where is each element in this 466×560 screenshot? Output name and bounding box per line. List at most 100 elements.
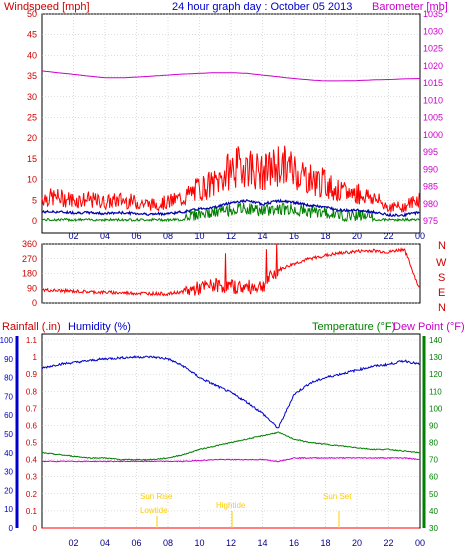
dir-y-tick-0: 0 [32, 298, 37, 308]
temp-y-tick-0: 30 [429, 524, 438, 533]
wind-direction-line [41, 243, 420, 297]
sunrise-annotation: Sun Rise [140, 492, 173, 501]
baro-y-tick-5: 1000 [423, 130, 443, 140]
baro-y-tick-9: 1020 [423, 61, 443, 71]
x-tick-lower-6: 14 [257, 538, 267, 548]
temp-y-tick-11: 140 [429, 336, 443, 345]
temp-y-tick-4: 70 [429, 456, 438, 465]
rain-y-tick-0: 0 [33, 524, 38, 533]
x-tick-wind-2: 06 [131, 231, 141, 241]
humidity-y-tick-3: 30 [4, 468, 13, 477]
humidity-y-tick-10: 100 [0, 336, 14, 345]
baro-y-tick-10: 1025 [423, 44, 443, 54]
wind-average-line [41, 198, 420, 218]
x-tick-wind-7: 16 [289, 231, 299, 241]
baro-y-tick-6: 1005 [423, 113, 443, 123]
compass-n-bottom: N [438, 302, 446, 314]
x-tick-lower-5: 12 [226, 538, 236, 548]
humidity-y-tick-9: 90 [4, 355, 13, 364]
baro-y-tick-4: 995 [423, 147, 438, 157]
grid-lines [42, 13, 420, 529]
rain-y-tick-9: 0.9 [26, 370, 38, 379]
x-tick-wind-11: 00 [415, 231, 425, 241]
dewpoint-label: Dew Point (°F) [393, 321, 465, 333]
humidity-line [41, 354, 420, 429]
x-tick-wind-0: 02 [68, 231, 78, 241]
humidity-y-tick-2: 20 [4, 486, 13, 495]
rain-y-tick-7: 0.7 [26, 404, 38, 413]
rain-y-tick-11: 1.1 [26, 336, 38, 345]
barometer-title: Barometer [mb] [372, 1, 448, 13]
windspeed-line [41, 145, 420, 213]
baro-y-tick-3: 990 [423, 164, 438, 174]
baro-y-tick-0: 975 [423, 216, 438, 226]
wind-y-tick-5: 25 [27, 113, 37, 123]
wind-green-line [41, 202, 420, 223]
dir-y-tick-1: 90 [27, 283, 37, 293]
rain-y-tick-2: 0.2 [26, 490, 38, 499]
rain-y-tick-8: 0.8 [26, 387, 38, 396]
baro-y-tick-7: 1010 [423, 95, 443, 105]
x-tick-lower-0: 02 [68, 538, 78, 548]
x-tick-wind-1: 04 [100, 231, 110, 241]
x-tick-lower-10: 22 [383, 538, 393, 548]
baro-y-tick-8: 1015 [423, 78, 443, 88]
compass-e: E [438, 287, 445, 299]
compass-s: S [438, 272, 445, 284]
temp-y-tick-1: 40 [429, 507, 438, 516]
sunset-annotation: Sun Set [323, 492, 352, 501]
wind-y-tick-2: 10 [27, 175, 37, 185]
x-tick-lower-2: 06 [131, 538, 141, 548]
dewpoint-line [41, 456, 420, 463]
compass-n-top: N [438, 240, 446, 252]
rain-y-tick-10: 1 [33, 353, 38, 362]
x-tick-wind-3: 08 [163, 231, 173, 241]
temperature-line [42, 431, 420, 461]
chart-title: 24 hour graph day : October 05 2013 [172, 1, 352, 13]
temp-y-tick-3: 60 [429, 473, 438, 482]
x-tick-lower-11: 00 [415, 538, 425, 548]
wind-y-tick-1: 5 [32, 195, 37, 205]
baro-y-tick-12: 1035 [423, 9, 443, 19]
temp-y-tick-8: 110 [429, 387, 442, 396]
humidity-y-tick-4: 40 [4, 449, 13, 458]
rainfall-label: Rainfall (.in) [2, 321, 61, 333]
temp-y-tick-5: 80 [429, 439, 438, 448]
windspeed-title: Windspeed [mph] [4, 1, 90, 13]
x-tick-wind-9: 20 [352, 231, 362, 241]
rain-y-tick-4: 0.4 [26, 456, 38, 465]
x-tick-wind-6: 14 [257, 231, 267, 241]
x-tick-lower-7: 16 [289, 538, 299, 548]
rain-y-tick-6: 0.6 [26, 421, 38, 430]
x-tick-lower-9: 20 [352, 538, 362, 548]
x-tick-lower-4: 10 [194, 538, 204, 548]
dir-y-tick-3: 270 [22, 254, 37, 264]
x-tick-lower-8: 18 [320, 538, 330, 548]
x-tick-lower-3: 08 [163, 538, 173, 548]
humidity-label: Humidity (%) [68, 321, 131, 333]
humidity-y-tick-5: 50 [4, 430, 13, 439]
x-tick-wind-5: 12 [226, 231, 236, 241]
temp-y-tick-9: 120 [429, 370, 443, 379]
lowtide-annotation: Lowtide [140, 506, 168, 515]
wind-y-tick-9: 45 [27, 30, 37, 40]
wind-y-tick-4: 20 [27, 133, 37, 143]
wind-y-tick-8: 40 [27, 50, 37, 60]
wind-y-tick-10: 50 [27, 9, 37, 19]
rain-y-tick-3: 0.3 [26, 473, 38, 482]
x-tick-lower-1: 04 [100, 538, 110, 548]
temp-y-tick-6: 90 [429, 421, 438, 430]
barometer-line [41, 70, 421, 82]
rain-y-tick-1: 0.1 [26, 507, 38, 516]
baro-y-tick-1: 980 [423, 199, 438, 209]
wind-y-tick-0: 0 [32, 216, 37, 226]
x-tick-wind-8: 18 [320, 231, 330, 241]
rain-y-tick-5: 0.5 [26, 439, 38, 448]
wind-y-tick-7: 35 [27, 71, 37, 81]
temp-y-tick-10: 130 [429, 353, 443, 362]
humidity-y-tick-6: 60 [4, 411, 13, 420]
baro-y-tick-2: 985 [423, 182, 438, 192]
humidity-y-tick-8: 80 [4, 374, 13, 383]
